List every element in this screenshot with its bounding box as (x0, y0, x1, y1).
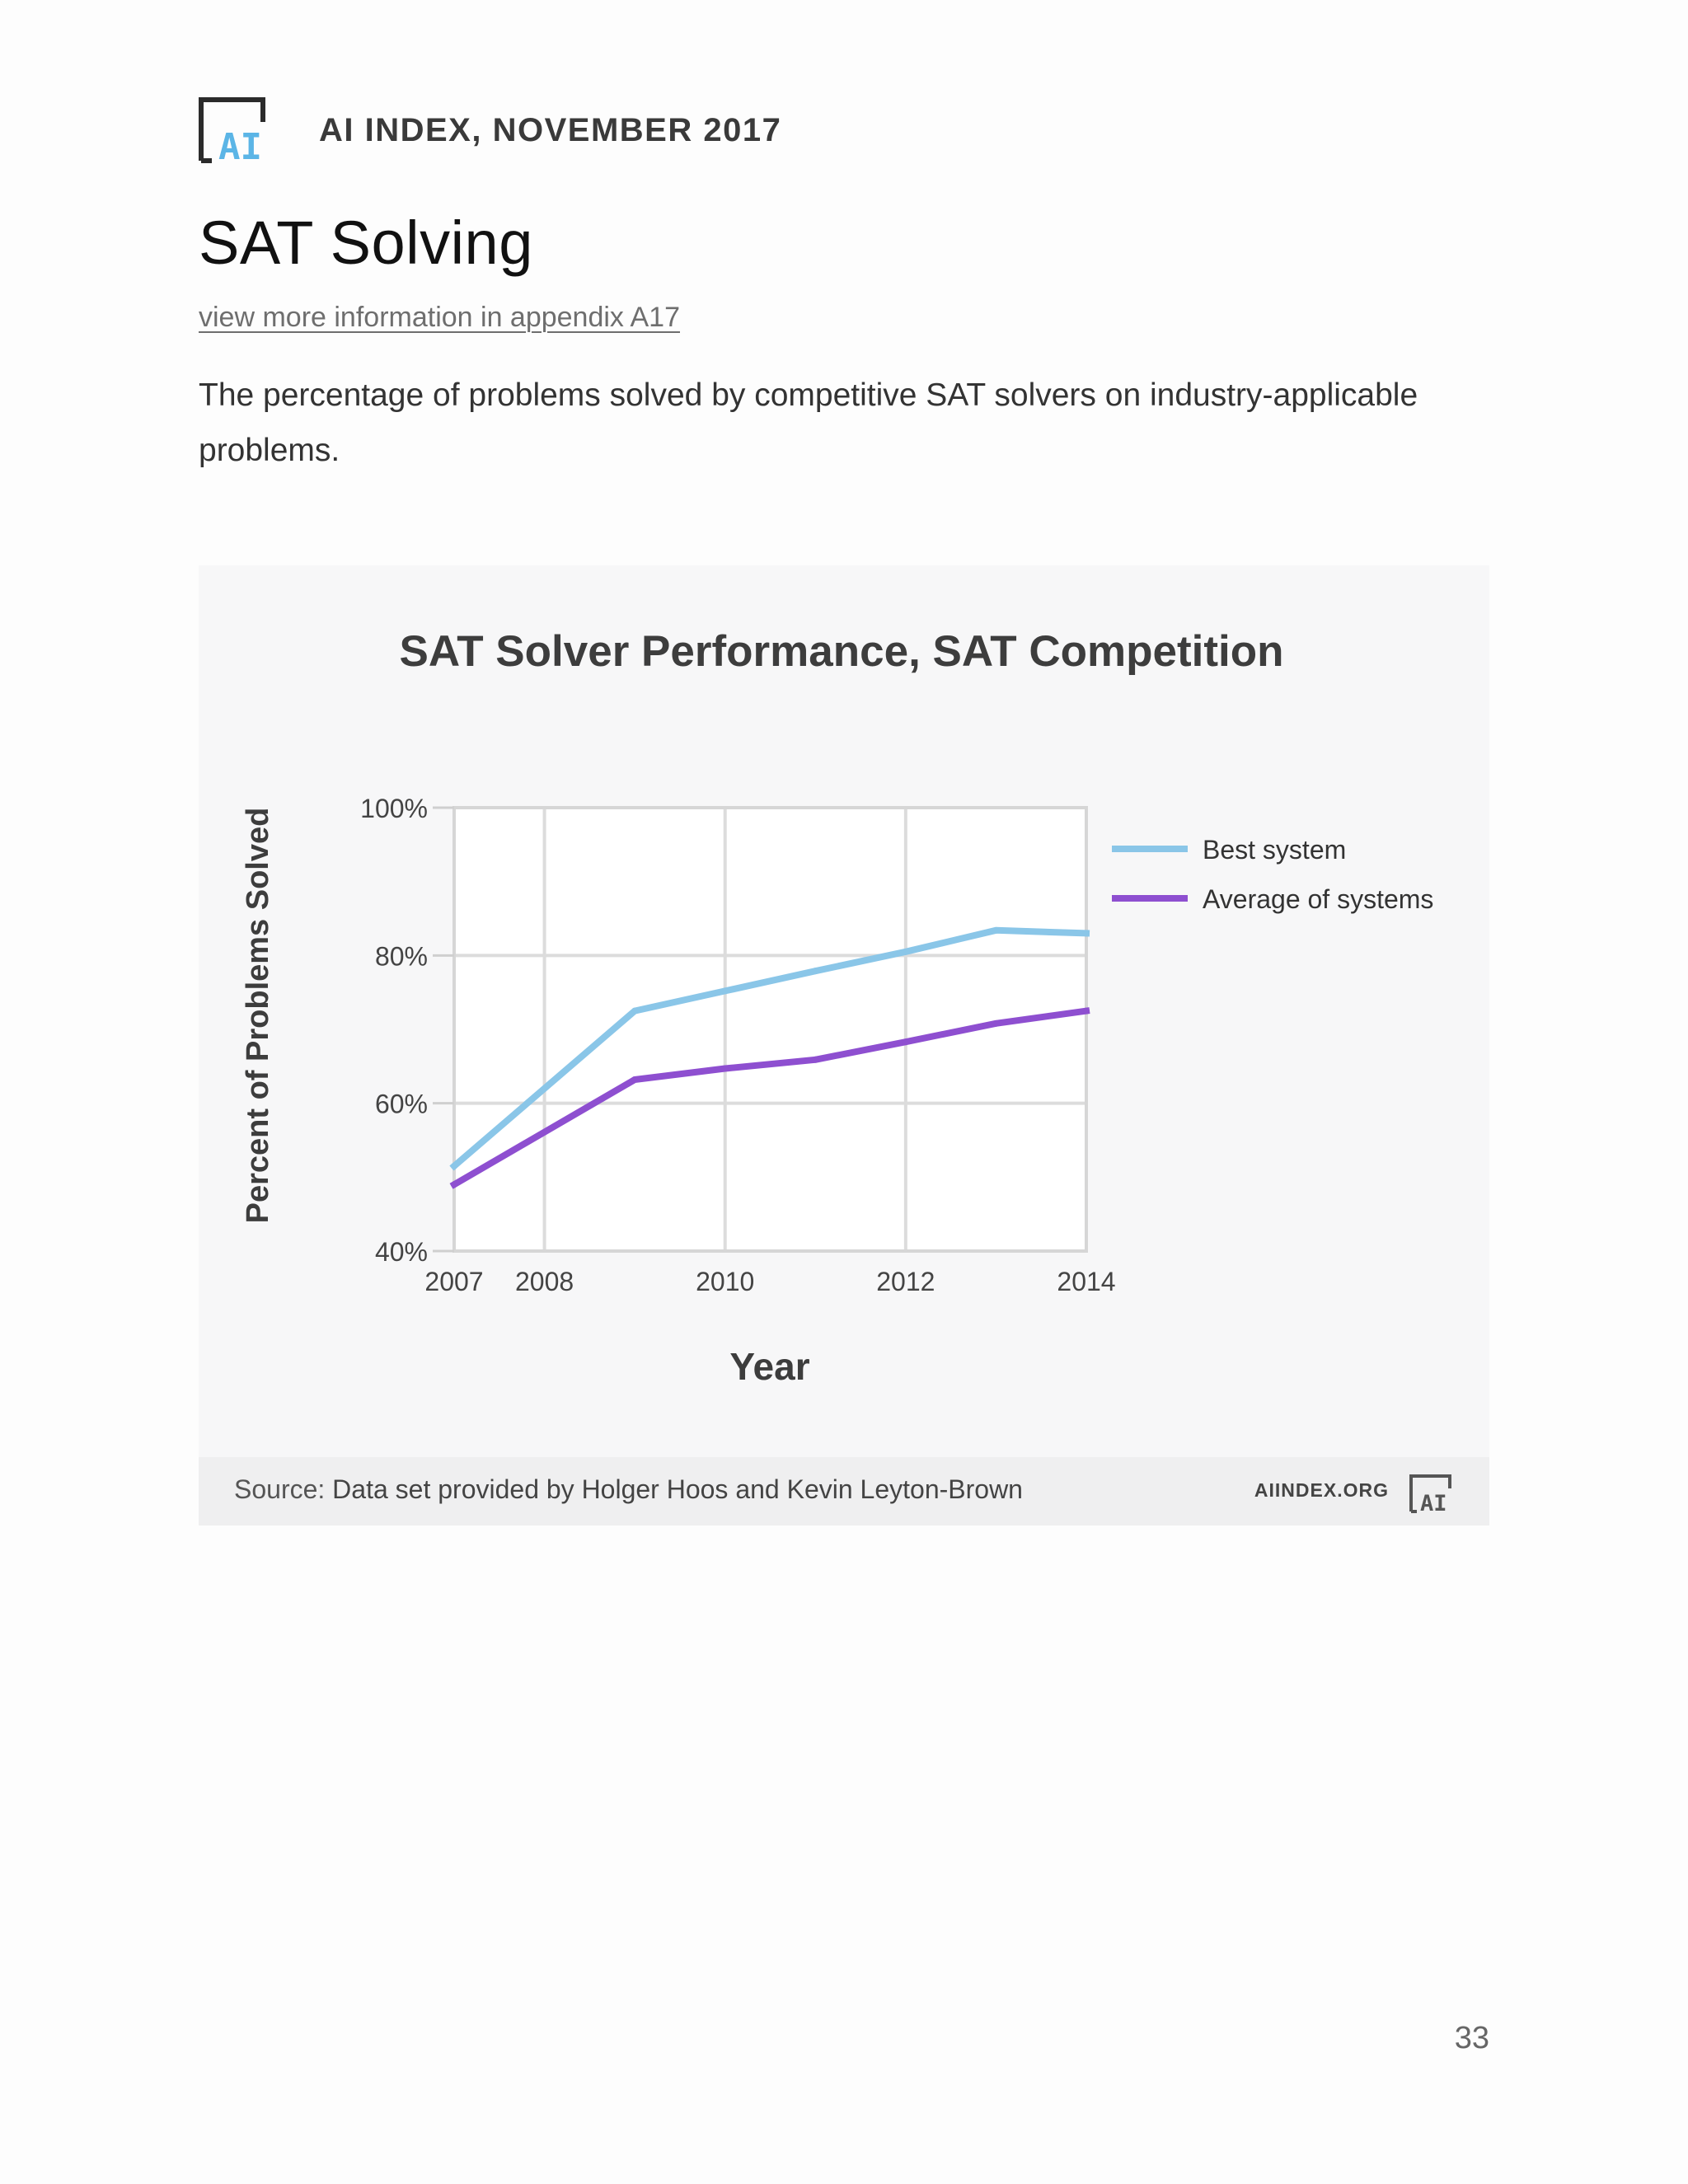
svg-text:AI: AI (218, 126, 262, 163)
appendix-link[interactable]: view more information in appendix A17 (199, 302, 680, 333)
x-tick-label: 2007 (424, 1267, 483, 1296)
plot-border (452, 806, 1088, 1253)
data-point (721, 1065, 729, 1072)
svg-text:AI: AI (1420, 1491, 1447, 1513)
y-tick-label: 60% (375, 1090, 428, 1119)
ai-index-logo: AI (199, 97, 265, 163)
chart-description: The percentage of problems solved by com… (199, 377, 1418, 468)
data-point (992, 1019, 1000, 1027)
y-tick-label: 40% (375, 1237, 428, 1267)
chart-card: SAT Solver Performance, SAT Competition … (199, 565, 1489, 1526)
data-point (812, 968, 819, 975)
source-bar: Source: Data set provided by Holger Hoos… (199, 1457, 1489, 1526)
y-tick-label: 100% (360, 794, 428, 823)
legend-label: Average of systems (1203, 884, 1433, 914)
data-point (451, 1162, 457, 1169)
source-text: Source: Data set provided by Holger Hoos… (234, 1474, 1023, 1505)
data-point (631, 1007, 639, 1015)
x-tick-label: 2014 (1057, 1267, 1115, 1296)
source-site-link[interactable]: AIINDEX.ORG (1254, 1479, 1389, 1501)
report-header: AI AI INDEX, NOVEMBER 2017 (199, 97, 781, 163)
data-point (721, 987, 729, 995)
data-point (1083, 1007, 1090, 1015)
data-point (902, 1038, 909, 1046)
y-axis-label: Percent of Problems Solved (241, 808, 275, 1224)
chart-legend: Best system Average of systems (1112, 835, 1433, 914)
page-number: 33 (1454, 2021, 1489, 2055)
source-prefix: Source: (234, 1474, 326, 1504)
legend-label: Best system (1203, 835, 1346, 865)
x-tick-label: 2008 (515, 1267, 574, 1296)
data-point (902, 948, 909, 955)
chart-title: SAT Solver Performance, SAT Competition (400, 627, 1284, 676)
data-point (451, 1181, 457, 1188)
source-description: Data set provided by Holger Hoos and Kev… (332, 1474, 1023, 1504)
line-chart: SAT Solver Performance, SAT Competition … (241, 627, 1433, 1388)
data-point (1083, 930, 1090, 937)
data-point (992, 926, 1000, 934)
page-title: SAT Solving (199, 209, 533, 277)
data-point (631, 1076, 639, 1083)
y-tick-label: 80% (375, 941, 428, 971)
chart-grid (452, 806, 1088, 1253)
data-point (812, 1056, 819, 1063)
report-title: AI INDEX, NOVEMBER 2017 (319, 111, 782, 148)
x-tick-label: 2012 (876, 1267, 935, 1296)
chart-series (449, 926, 1090, 1189)
ai-index-small-logo: AI (1409, 1474, 1451, 1513)
plot-area (454, 808, 1086, 1251)
chart-axes: 40% 60% 80% 100% 2007 2008 2010 2012 2014 (360, 794, 1115, 1296)
x-tick-label: 2010 (696, 1267, 754, 1296)
x-axis-label: Year (729, 1345, 809, 1388)
